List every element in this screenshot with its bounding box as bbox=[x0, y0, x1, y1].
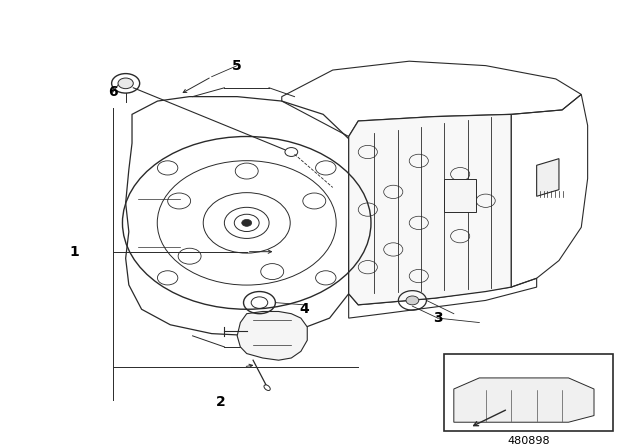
Text: 1: 1 bbox=[70, 245, 79, 258]
Bar bbox=[444, 353, 613, 431]
Bar bbox=[444, 179, 476, 212]
Circle shape bbox=[242, 220, 252, 226]
Polygon shape bbox=[349, 114, 511, 305]
Text: 5: 5 bbox=[232, 59, 242, 73]
Text: 3: 3 bbox=[433, 311, 443, 325]
Text: 6: 6 bbox=[108, 85, 118, 99]
Polygon shape bbox=[454, 378, 594, 422]
Polygon shape bbox=[537, 159, 559, 196]
Circle shape bbox=[118, 78, 133, 89]
Text: 4: 4 bbox=[299, 302, 309, 316]
Text: 480898: 480898 bbox=[508, 436, 550, 446]
Text: 2: 2 bbox=[216, 395, 226, 409]
Circle shape bbox=[406, 296, 419, 305]
Polygon shape bbox=[237, 311, 307, 360]
